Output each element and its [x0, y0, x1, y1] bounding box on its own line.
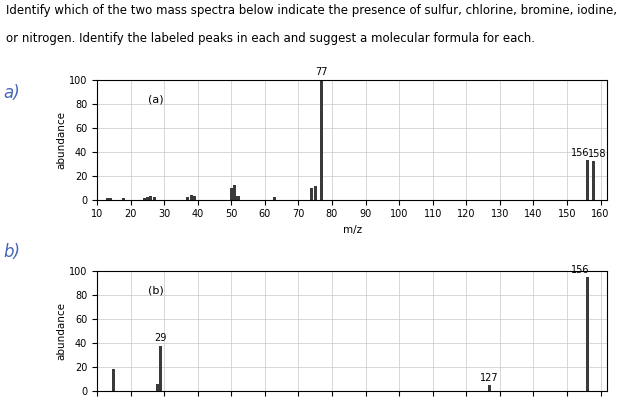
X-axis label: m/z: m/z — [342, 225, 362, 235]
Bar — [488, 385, 491, 391]
Bar — [112, 369, 115, 391]
Bar — [592, 161, 595, 200]
Bar — [190, 195, 193, 200]
Y-axis label: abundance: abundance — [56, 302, 66, 360]
Text: 156: 156 — [571, 148, 590, 158]
Bar — [106, 198, 108, 200]
Bar — [143, 198, 145, 200]
Bar — [146, 197, 149, 200]
Text: (a): (a) — [148, 94, 163, 104]
Bar — [122, 198, 125, 200]
Bar — [274, 197, 277, 200]
Text: Identify which of the two mass spectra below indicate the presence of sulfur, ch: Identify which of the two mass spectra b… — [6, 4, 617, 17]
Text: b): b) — [3, 243, 20, 261]
Bar — [149, 196, 152, 200]
Bar — [109, 198, 112, 200]
Bar — [186, 197, 189, 200]
Bar — [237, 196, 240, 200]
Bar — [321, 80, 324, 200]
Bar — [193, 196, 196, 200]
Bar — [585, 277, 588, 391]
Bar — [159, 346, 162, 391]
Text: 156: 156 — [571, 265, 590, 275]
Y-axis label: abundance: abundance — [56, 111, 66, 169]
Bar — [310, 188, 314, 200]
Text: (b): (b) — [148, 286, 164, 296]
Bar — [314, 186, 317, 200]
Text: 127: 127 — [480, 373, 499, 383]
Bar — [153, 197, 156, 200]
Text: or nitrogen. Identify the labeled peaks in each and suggest a molecular formula : or nitrogen. Identify the labeled peaks … — [6, 32, 535, 45]
Text: 29: 29 — [155, 333, 167, 343]
Bar — [233, 185, 236, 200]
Text: a): a) — [3, 84, 20, 102]
Bar — [156, 384, 159, 391]
Bar — [230, 188, 233, 200]
Text: 77: 77 — [316, 67, 328, 77]
Text: 158: 158 — [588, 149, 607, 159]
Bar — [585, 160, 588, 200]
